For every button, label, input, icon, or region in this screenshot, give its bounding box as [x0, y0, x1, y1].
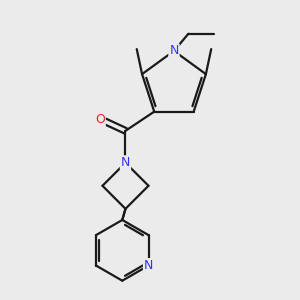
Text: N: N: [121, 156, 130, 169]
Text: O: O: [95, 113, 105, 126]
Text: N: N: [144, 259, 153, 272]
Text: N: N: [169, 44, 179, 57]
